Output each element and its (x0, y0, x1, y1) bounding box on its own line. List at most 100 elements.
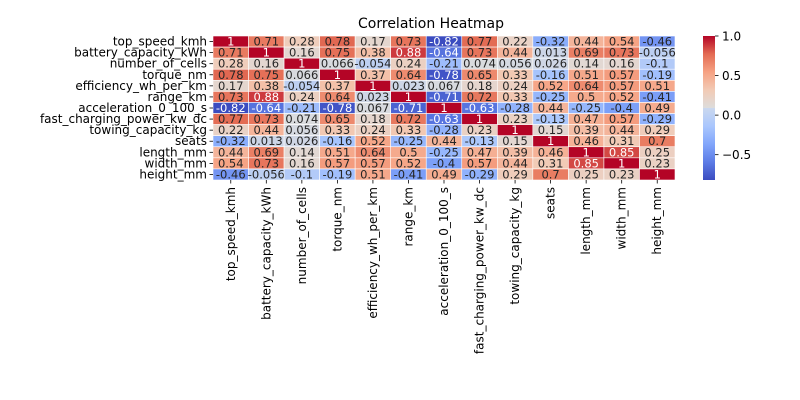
heatmap-cell-label: 0.75 (325, 46, 351, 60)
heatmap-cell-label: 0.24 (502, 79, 528, 93)
heatmap-cell-label: 0.73 (609, 46, 635, 60)
heatmap-cell-label: -0.82 (429, 35, 459, 49)
heatmap-cell-label: 0.64 (396, 68, 422, 82)
heatmap-cell-label: 0.57 (609, 112, 635, 126)
heatmap-cell-label: 0.47 (573, 112, 599, 126)
heatmap-cell-label: 0.37 (360, 68, 386, 82)
heatmap-cell-label: -0.19 (642, 68, 672, 82)
heatmap-cell-label: -0.82 (216, 101, 246, 115)
heatmap-cell-label: 0.57 (609, 79, 635, 93)
x-tick-label: number_of_cells (295, 187, 309, 284)
heatmap-cell-label: 0.85 (573, 156, 599, 170)
heatmap-cell-label: 0.5 (399, 145, 417, 159)
heatmap-cell-label: 0.47 (467, 145, 493, 159)
y-tick-label: seats (175, 134, 207, 148)
heatmap-cell-label: 0.73 (467, 46, 493, 60)
heatmap-cell-label: 0.31 (538, 156, 564, 170)
heatmap-cell-label: 0.46 (538, 145, 564, 159)
heatmap-cell-label: 0.51 (573, 68, 599, 82)
heatmap-cell-label: 0.72 (467, 90, 493, 104)
heatmap-cell-label: -0.46 (642, 35, 672, 49)
heatmap-cell-label: 0.14 (289, 145, 315, 159)
y-tick-label: torque_nm (142, 68, 207, 82)
heatmap-cell-label: 0.64 (573, 79, 599, 93)
heatmap-cell-label: 0.16 (289, 156, 315, 170)
heatmap-cell-label: 0.69 (573, 46, 599, 60)
heatmap-cell-label: 0.51 (325, 145, 351, 159)
heatmap-cell-label: 0.023 (356, 90, 389, 104)
heatmap-cell-label: 0.44 (218, 145, 244, 159)
x-tick-label: seats (544, 187, 558, 219)
y-tick-label: width_mm (145, 156, 207, 170)
heatmap-cell-label: -0.78 (323, 101, 353, 115)
heatmap-cell-label: 1 (263, 46, 270, 60)
heatmap-cell-label: 0.056 (499, 57, 532, 71)
heatmap-cell-label: 0.73 (218, 90, 244, 104)
heatmap-cell-label: 0.69 (254, 145, 280, 159)
heatmap-cell-label: -0.054 (283, 79, 320, 93)
heatmap-cell-label: 0.39 (573, 123, 599, 137)
heatmap-cell-label: 0.18 (360, 112, 386, 126)
heatmap-cell-label: 0.57 (609, 68, 635, 82)
heatmap-cell-label: 0.33 (502, 90, 528, 104)
heatmap-cell-label: 0.18 (467, 79, 493, 93)
heatmap-cell-label: 0.17 (360, 35, 386, 49)
heatmap-cell-label: 1 (298, 57, 305, 71)
heatmap-cell-label: 0.33 (396, 123, 422, 137)
colorbar-tick-label: 0.0 (722, 109, 741, 123)
y-tick-label: efficiency_wh_per_km (75, 79, 207, 93)
heatmap-cell-label: 0.25 (573, 167, 599, 181)
heatmap-cell-label: 0.29 (644, 123, 670, 137)
y-tick-label: number_of_cells (110, 57, 207, 71)
chart-title: Correlation Heatmap (358, 16, 504, 32)
heatmap-cell-label: 0.22 (502, 35, 528, 49)
heatmap-cell-label: 0.71 (254, 35, 280, 49)
heatmap-cell-label: 0.16 (609, 57, 635, 71)
heatmap-cell-label: -0.28 (500, 101, 530, 115)
heatmap-cell-label: 0.44 (573, 35, 599, 49)
colorbar-gradient (703, 36, 715, 180)
heatmap-cell-label: 1 (618, 156, 625, 170)
heatmap-cell-label: -0.19 (323, 167, 353, 181)
heatmap-cell-label: 0.056 (285, 123, 318, 137)
heatmap-cell-label: 0.44 (254, 123, 280, 137)
heatmap-cell-label: -0.71 (394, 101, 424, 115)
heatmap-cell-label: 0.64 (360, 145, 386, 159)
heatmap-cell-label: 0.85 (609, 145, 635, 159)
heatmap-cell-label: 0.22 (218, 123, 244, 137)
heatmap-cell-label: -0.29 (642, 112, 672, 126)
x-tick-label: efficiency_wh_per_km (366, 187, 380, 319)
heatmap-cell-label: 0.51 (644, 79, 670, 93)
heatmap-cell-label: -0.32 (536, 35, 566, 49)
heatmap-cell-label: 1 (227, 35, 234, 49)
heatmap-cell-label: 1 (547, 134, 554, 148)
heatmap-cell-label: 0.73 (254, 112, 280, 126)
heatmap-cell-label: 0.013 (534, 46, 567, 60)
heatmap-cell-label: 0.023 (392, 79, 425, 93)
heatmap-cell-label: 0.78 (218, 68, 244, 82)
colorbar-tick-label: −0.5 (722, 148, 751, 162)
y-tick-label: battery_capacity_kWh (74, 46, 207, 60)
heatmap-cell-label: 0.44 (538, 101, 564, 115)
heatmap-cell-label: 0.51 (360, 167, 386, 181)
y-tick-label: height_mm (139, 167, 207, 181)
heatmap-cell-label: 0.16 (289, 46, 315, 60)
heatmap-cell-label: 1 (440, 101, 447, 115)
heatmap-cell-label: -0.21 (429, 57, 459, 71)
heatmap-cell-label: -0.63 (465, 101, 495, 115)
heatmap-cell-label: -0.63 (429, 112, 459, 126)
x-tick-label: towing_capacity_kg (508, 187, 522, 305)
heatmap-cell-label: -0.41 (642, 90, 672, 104)
heatmap-cell-label: 0.57 (360, 156, 386, 170)
heatmap-cell-label: -0.71 (429, 90, 459, 104)
heatmap-cell-label: 0.24 (396, 57, 422, 71)
heatmap-cell-label: 0.72 (396, 112, 422, 126)
heatmap-cell-label: 1 (369, 79, 376, 93)
heatmap-cell-label: -0.16 (323, 134, 353, 148)
heatmap-cells: 1 0.71 0.28 0.78 0.17 0.73 -0.82 0.77 0.22 -0.32 0… (212, 35, 676, 181)
x-tick-label: battery_capacity_kWh (259, 187, 273, 320)
heatmap-cell-label: 0.15 (538, 123, 564, 137)
heatmap-cell-label: 0.067 (428, 79, 461, 93)
x-axis-tick-labels: top_speed_kmh battery_capacity_kWh number_… (224, 180, 664, 354)
